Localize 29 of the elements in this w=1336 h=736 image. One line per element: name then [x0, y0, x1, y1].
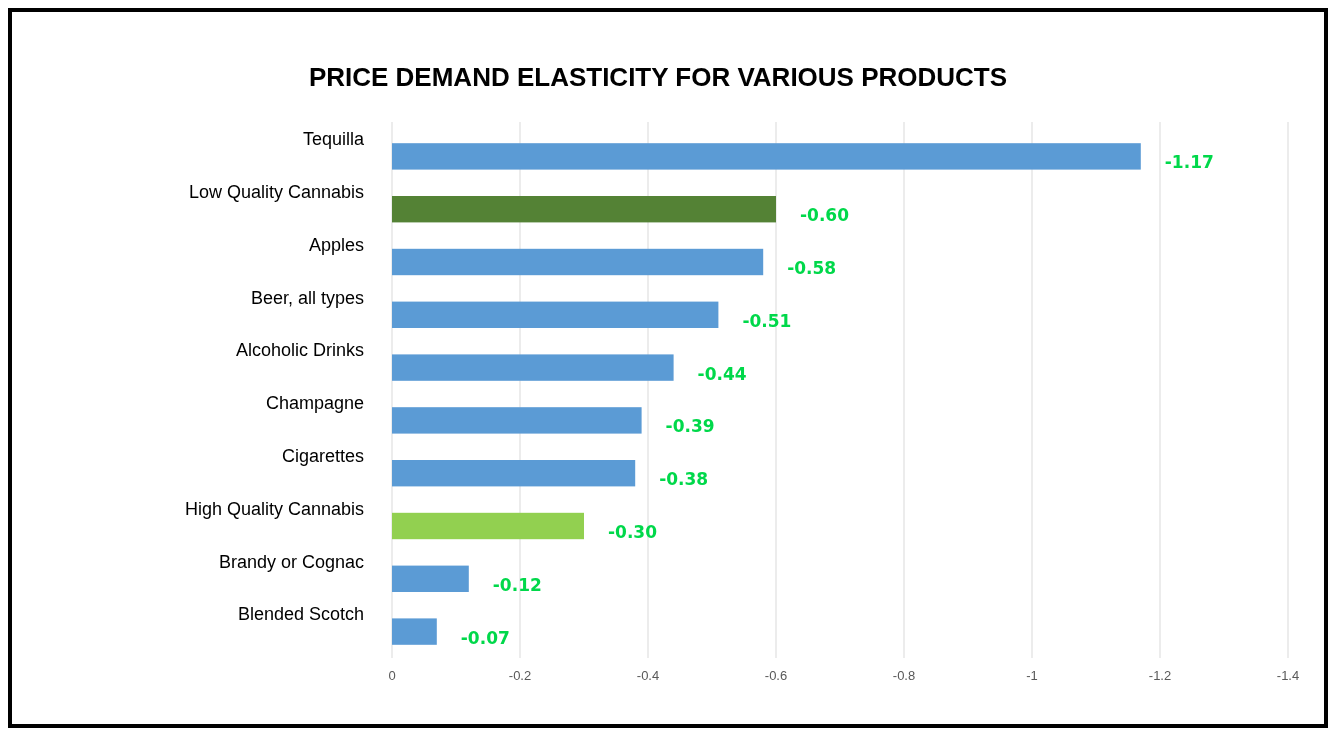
x-tick-label: -0.8 [892, 668, 916, 683]
data-label: -1.17 [1164, 152, 1214, 173]
data-label: -0.12 [492, 574, 542, 595]
y-tick-label: Cigarettes [281, 446, 364, 466]
data-label: -0.60 [800, 205, 850, 226]
data-label: -0.30 [608, 522, 658, 542]
data-label: -0.07 [460, 627, 510, 648]
y-tick-label: Brandy or Cognac [218, 551, 364, 572]
x-tick-label: 0 [388, 668, 396, 683]
data-label: -0.38 [659, 469, 709, 490]
data-label: -0.58 [787, 258, 837, 278]
x-tick-label: -0.2 [508, 668, 532, 683]
y-tick-label: Apples [308, 234, 364, 255]
y-tick-label: Alcoholic Drinks [235, 340, 364, 361]
x-tick-label: -0.4 [636, 668, 660, 683]
y-tick-label: High Quality Cannabis [184, 498, 364, 519]
y-tick-label: Blended Scotch [237, 604, 364, 625]
data-label: -0.44 [697, 363, 747, 384]
x-tick-label: -1.4 [1276, 668, 1300, 683]
y-tick-label: Champagne [265, 393, 364, 414]
x-tick-label: -0.6 [764, 668, 788, 683]
y-tick-label: Beer, all types [250, 287, 364, 308]
data-label: -0.51 [742, 310, 792, 331]
y-tick-label: Tequilla [302, 129, 365, 150]
y-tick-label: Low Quality Cannabis [188, 182, 364, 202]
x-tick-label: -1.2 [1148, 668, 1172, 683]
data-label: -0.39 [665, 416, 715, 437]
chart-title: PRICE DEMAND ELASTICITY FOR VARIOUS PRODUCTS [308, 62, 1008, 92]
x-tick-label: -1 [1026, 668, 1038, 683]
